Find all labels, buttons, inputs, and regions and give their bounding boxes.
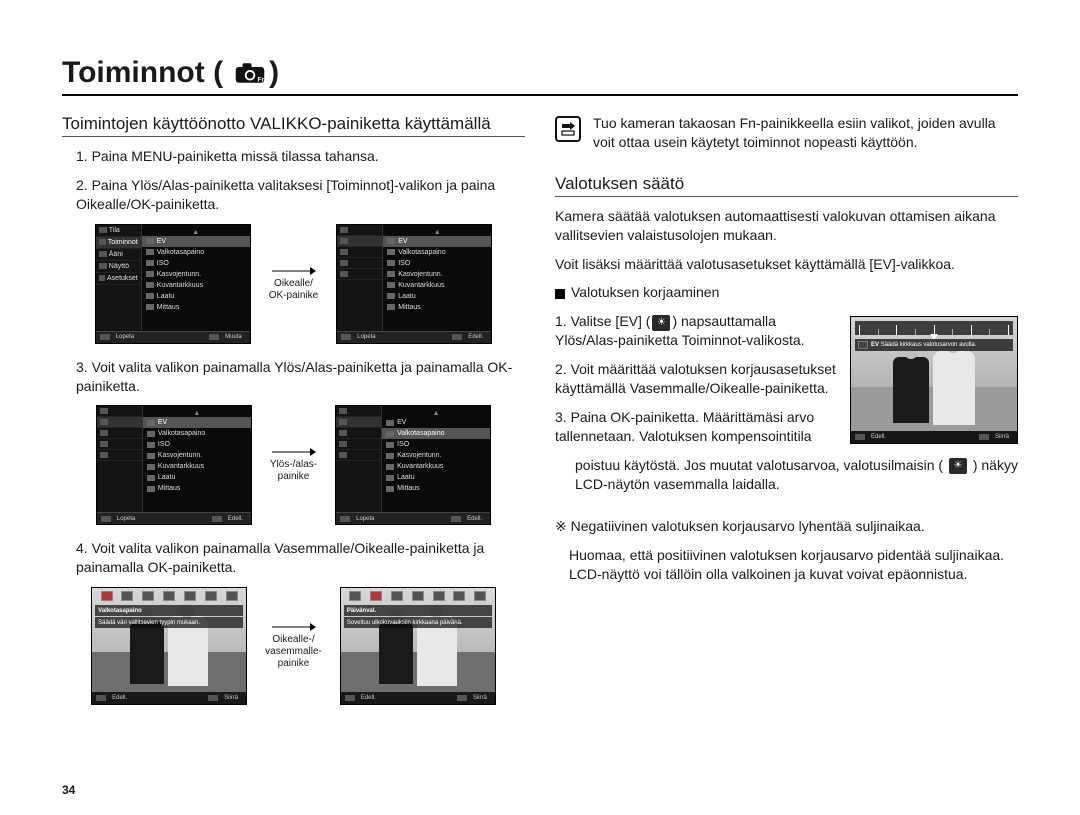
arrow-label-3: Oikealle-/ vasemmalle- painike [265,622,322,670]
ev-icon: ☀ [949,458,967,474]
menu-screenshot-3: ▲EVValkotasapainoISOKasvojentunn.Kuvanta… [96,405,252,525]
page-title-close: ) [269,56,279,90]
step-2: 2. Paina Ylös/Alas-painiketta valitakses… [62,176,525,214]
right-s3b: poistuu käytöstä. Jos muutat valotusarvo… [555,456,1018,494]
figure-row-3: Valkotasapaino Säädä väri vallitsevien t… [62,587,525,705]
figure-row-2: ▲EVValkotasapainoISOKasvojentunn.Kuvanta… [62,405,525,525]
page-number: 34 [62,783,75,797]
right-note-b: Huomaa, että positiivinen valotuksen kor… [555,546,1018,584]
bullet-icon [555,289,565,299]
arrow-right-icon [272,266,316,276]
arrow-right-icon [272,622,316,632]
right-p1: Kamera säätää valotuksen automaattisesti… [555,207,1018,245]
menu-screenshot-2: ▲EVValkotasapainoISOKasvojentunn.Kuvanta… [336,224,492,344]
step-3: 3. Voit valita valikon painamalla Ylös/A… [62,358,525,396]
figure-row-1: TilaToiminnotÄäniNäyttöAsetukset ▲EVValk… [62,224,525,344]
right-note-a: ※ Negatiivinen valotuksen korjausarvo ly… [555,517,1018,536]
svg-text:Fn: Fn [258,76,266,83]
note-icon [555,116,581,142]
tip-text: Tuo kameran takaosan Fn-painikkeella esi… [593,114,1018,152]
menu-screenshot-4: ▲EVValkotasapainoISOKasvojentunn.Kuvanta… [335,405,491,525]
page-title: Toiminnot ( [62,56,223,90]
ev-icon: ☀ [652,315,670,331]
left-column: Toimintojen käyttöönotto VALIKKO-painike… [62,114,525,719]
left-heading: Toimintojen käyttöönotto VALIKKO-painike… [62,114,525,137]
tip-note: Tuo kameran takaosan Fn-painikkeella esi… [555,114,1018,152]
right-p2: Voit lisäksi määrittää valotusasetukset … [555,255,1018,274]
photo-screenshot-1: Valkotasapaino Säädä väri vallitsevien t… [91,587,247,705]
menu-screenshot-1: TilaToiminnotÄäniNäyttöAsetukset ▲EVValk… [95,224,251,344]
right-heading: Valotuksen säätö [555,174,1018,197]
arrow-right-icon [272,447,316,457]
page-title-row: Toiminnot ( Fn ) [62,56,1018,96]
step-4: 4. Voit valita valikon painamalla Vasemm… [62,539,525,577]
bullet-row: Valotuksen korjaaminen [555,283,1018,302]
step-1: 1. Paina MENU-painiketta missä tilassa t… [62,147,525,166]
ev-screenshot: EV Säädä kirkkaus valotusarvon avulla. E… [850,316,1018,444]
right-column: Tuo kameran takaosan Fn-painikkeella esi… [555,114,1018,719]
photo-screenshot-2: Päivänval. Soveltuu ulkokuvauksiin kirkk… [340,587,496,705]
camera-icon: Fn [231,62,269,84]
arrow-label-2: Ylös-/alas- painike [270,447,317,483]
arrow-label-1: Oikealle/ OK-painike [269,266,318,302]
